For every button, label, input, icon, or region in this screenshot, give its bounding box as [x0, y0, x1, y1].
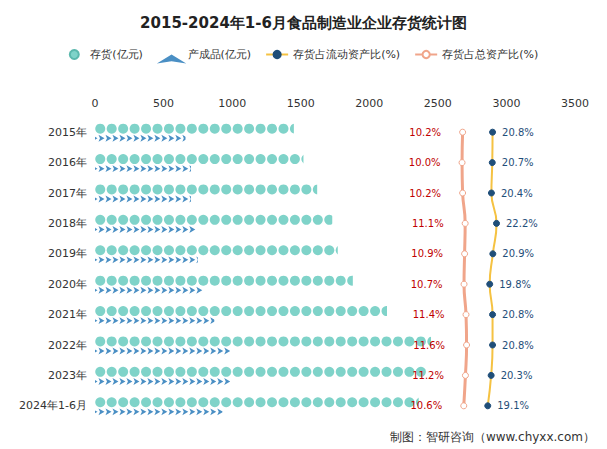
svg-text:2000: 2000 — [355, 97, 383, 110]
svg-text:3500: 3500 — [561, 97, 589, 110]
svg-text:1000: 1000 — [218, 97, 246, 110]
svg-text:制图：智研咨询（www.chyxx.com）: 制图：智研咨询（www.chyxx.com） — [390, 430, 595, 444]
svg-text:2022年: 2022年 — [48, 339, 87, 352]
svg-text:11.4%: 11.4% — [413, 309, 445, 320]
svg-text:11.1%: 11.1% — [412, 218, 444, 229]
svg-text:20.9%: 20.9% — [502, 248, 534, 259]
svg-text:20.3%: 20.3% — [501, 370, 533, 381]
svg-text:2016年: 2016年 — [48, 156, 87, 169]
svg-text:11.2%: 11.2% — [412, 370, 444, 381]
svg-text:20.4%: 20.4% — [501, 188, 533, 199]
svg-text:2015-2024年1-6月食品制造业企业存货统计图: 2015-2024年1-6月食品制造业企业存货统计图 — [140, 14, 467, 32]
svg-text:10.0%: 10.0% — [409, 157, 441, 168]
svg-text:10.2%: 10.2% — [409, 127, 441, 138]
svg-text:2019年: 2019年 — [48, 247, 87, 260]
svg-text:0: 0 — [92, 97, 99, 110]
svg-text:2020年: 2020年 — [48, 278, 87, 291]
svg-text:19.1%: 19.1% — [497, 400, 529, 411]
svg-text:19.8%: 19.8% — [499, 279, 531, 290]
svg-text:20.8%: 20.8% — [502, 309, 534, 320]
svg-text:3000: 3000 — [492, 97, 520, 110]
svg-text:2017年: 2017年 — [48, 187, 87, 200]
svg-text:500: 500 — [153, 97, 174, 110]
svg-text:22.2%: 22.2% — [506, 218, 538, 229]
svg-text:存货(亿元): 存货(亿元) — [90, 48, 143, 61]
svg-text:2024年1-6月: 2024年1-6月 — [19, 399, 87, 412]
svg-text:产成品(亿元): 产成品(亿元) — [188, 48, 252, 61]
svg-text:10.7%: 10.7% — [411, 279, 443, 290]
svg-text:2023年: 2023年 — [48, 369, 87, 382]
svg-text:10.6%: 10.6% — [410, 400, 442, 411]
svg-text:2021年: 2021年 — [48, 308, 87, 321]
svg-text:20.7%: 20.7% — [502, 157, 534, 168]
svg-text:存货占流动资产比(%): 存货占流动资产比(%) — [293, 48, 400, 61]
svg-text:1500: 1500 — [287, 97, 315, 110]
svg-text:10.2%: 10.2% — [409, 188, 441, 199]
svg-text:2018年: 2018年 — [48, 217, 87, 230]
svg-text:11.6%: 11.6% — [413, 340, 445, 351]
svg-text:存货占总资产比(%): 存货占总资产比(%) — [442, 48, 538, 61]
svg-text:10.9%: 10.9% — [411, 248, 443, 259]
svg-text:2015年: 2015年 — [48, 126, 87, 139]
svg-text:2500: 2500 — [424, 97, 452, 110]
svg-text:20.8%: 20.8% — [502, 340, 534, 351]
svg-text:20.8%: 20.8% — [502, 127, 534, 138]
